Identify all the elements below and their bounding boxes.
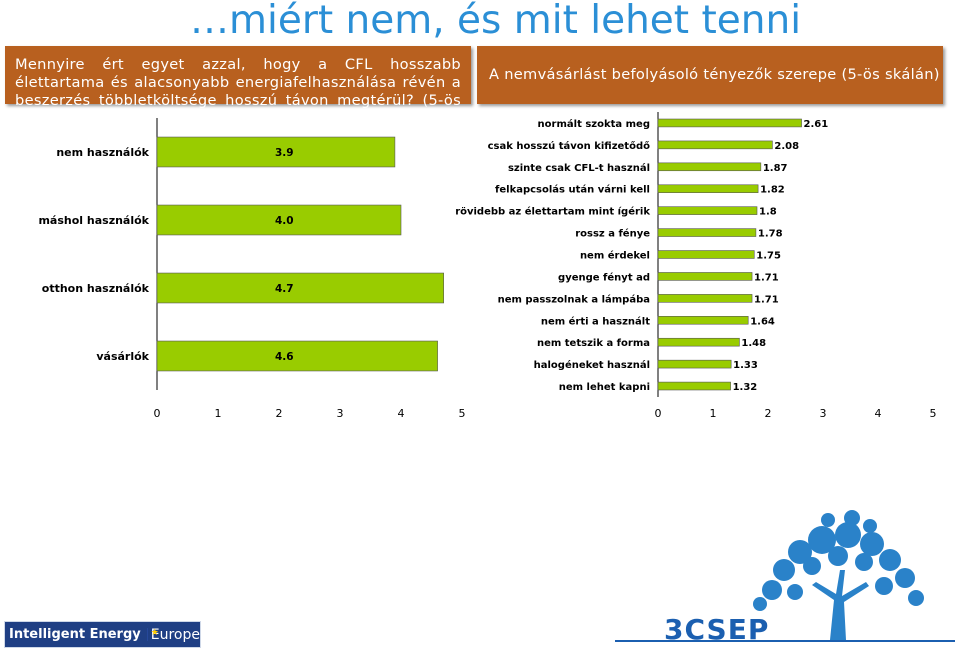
page-title: …miért nem, és mit lehet tenni	[190, 0, 802, 43]
category-label: nem használók	[56, 146, 149, 159]
x-tick-label: 3	[337, 407, 344, 420]
bar	[156, 204, 402, 236]
bar	[657, 316, 749, 325]
data-label: 4.0	[275, 215, 294, 227]
intelligent-energy-logo: Intelligent Energy Europe	[4, 621, 201, 648]
bar	[657, 272, 753, 281]
x-tick-label: 3	[820, 407, 827, 420]
right-bar-chart: 0 1 2 3 4 5 normált szokta meg 2.61 csak hosszú …	[455, 112, 937, 420]
bar	[156, 340, 438, 372]
data-label: 4.7	[275, 283, 294, 295]
category-label: normált szokta meg	[538, 118, 650, 130]
x-tick-label: 0	[655, 407, 662, 420]
x-tick-label: 4	[398, 407, 405, 420]
data-label: 1.8	[759, 207, 777, 218]
data-label: 2.08	[774, 141, 799, 152]
x-tick-label: 5	[459, 407, 466, 420]
category-label: rossz a fénye	[575, 228, 650, 240]
category-label: máshol használók	[38, 214, 149, 227]
data-label: 4.6	[275, 351, 294, 363]
category-label: nem érti a használt	[541, 315, 650, 327]
brand-logo-text: 3CSEP	[664, 613, 770, 646]
left-bar-chart: 0 1 2 3 4 5 nem használók 3.9 máshol használók 4.…	[38, 118, 466, 420]
data-label: 1.33	[733, 360, 758, 371]
category-label: vásárlók	[96, 350, 149, 363]
left-chart-header: Mennyire ért egyet azzal, hogy a CFL hos…	[5, 46, 471, 127]
right-chart-header: A nemvásárlást befolyásoló tényezők szer…	[477, 46, 943, 104]
x-tick-label: 0	[154, 407, 161, 420]
bar	[156, 136, 396, 168]
x-tick-label: 4	[875, 407, 882, 420]
category-label: nem tetszik a forma	[537, 338, 650, 349]
eu-flag-icon	[146, 628, 159, 641]
x-tick-label: 5	[930, 407, 937, 420]
bar	[657, 162, 762, 172]
data-label: 2.61	[804, 119, 829, 130]
x-tick-label: 2	[276, 407, 283, 420]
category-label: szinte csak CFL-t használ	[508, 162, 650, 174]
logo-left-suffix: Europe	[150, 626, 200, 643]
category-label: felkapcsolás után várni kell	[495, 184, 650, 196]
category-label: otthon használók	[42, 282, 150, 295]
data-label: 1.32	[733, 382, 758, 393]
data-label: 1.82	[760, 185, 785, 196]
x-tick-label: 2	[765, 407, 772, 420]
category-label: rövidebb az élettartam mint ígérik	[455, 206, 650, 218]
bar	[657, 294, 753, 303]
bar	[156, 272, 445, 304]
category-label: csak hosszú távon kifizetődő	[488, 140, 650, 152]
bar	[657, 228, 757, 237]
category-label: nem érdekel	[580, 250, 650, 262]
bar	[657, 140, 773, 150]
bar	[657, 206, 758, 215]
bar	[657, 381, 731, 391]
x-tick-label: 1	[710, 407, 717, 420]
bar	[657, 337, 740, 347]
bar	[657, 118, 802, 128]
data-label: 1.75	[756, 251, 781, 262]
bar	[657, 250, 755, 259]
category-label: nem lehet kapni	[559, 382, 650, 393]
data-label: 1.78	[758, 229, 783, 240]
logo-left-text: Intelligent Energy	[9, 627, 141, 642]
category-label: nem passzolnak a lámpába	[498, 293, 650, 305]
bar	[657, 359, 732, 369]
data-label: 1.64	[750, 316, 775, 327]
bar	[657, 184, 759, 193]
data-label: 1.71	[754, 272, 779, 283]
data-label: 1.87	[763, 163, 788, 174]
category-label: halogéneket használ	[534, 359, 650, 371]
category-label: gyenge fényt ad	[558, 271, 650, 283]
data-label: 1.71	[754, 294, 779, 305]
data-label: 3.9	[275, 147, 294, 159]
x-tick-label: 1	[215, 407, 222, 420]
data-label: 1.48	[741, 338, 766, 349]
